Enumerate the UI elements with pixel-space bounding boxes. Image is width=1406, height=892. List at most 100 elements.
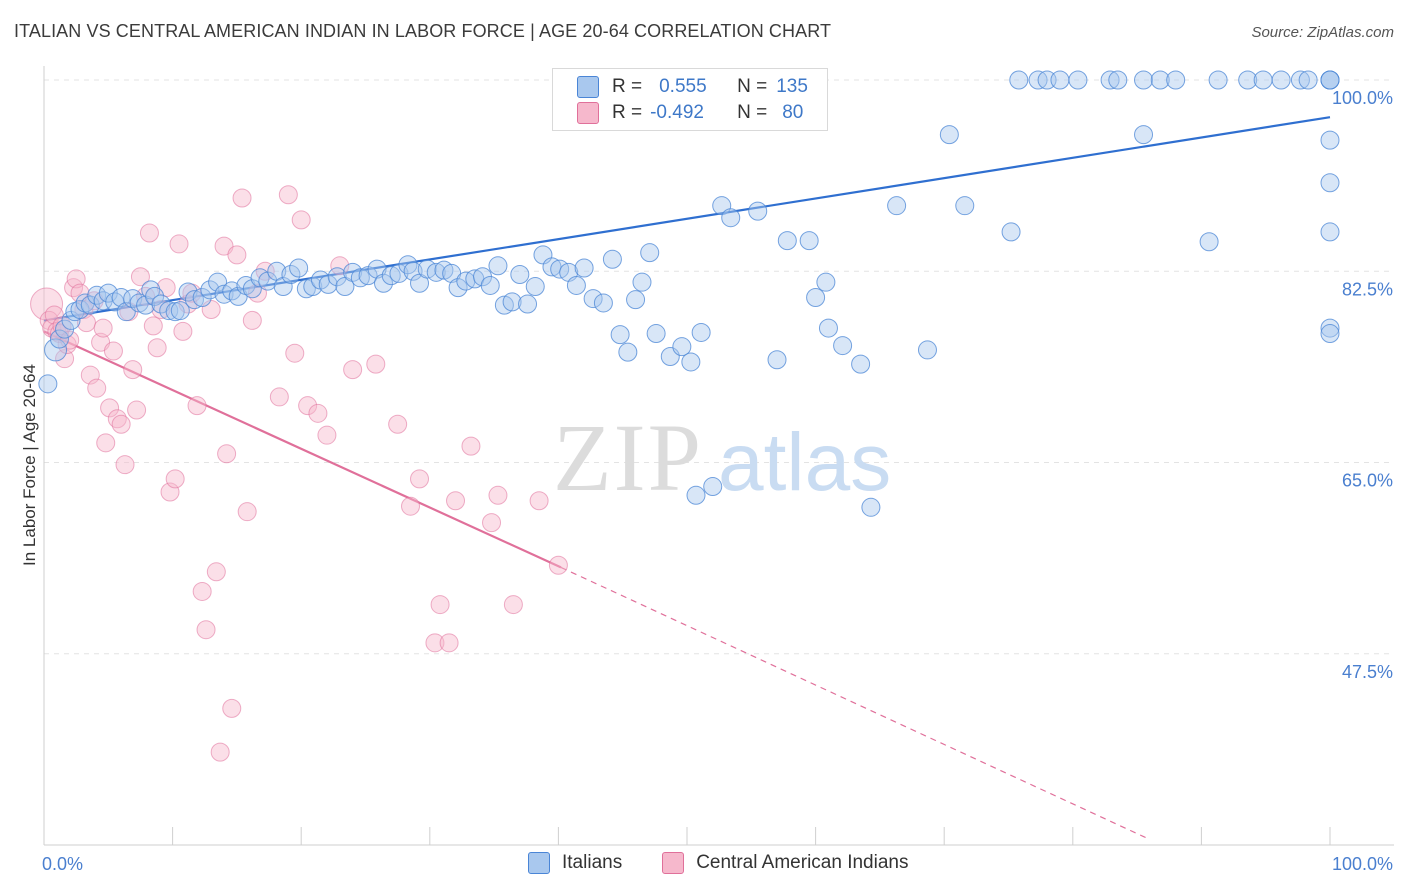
legend-swatch-blue [528,852,550,874]
series-italians [38,70,1340,517]
data-point-central-american-indians [439,633,459,653]
data-point-italians [178,282,198,302]
data-point-italians [602,249,622,269]
data-point-central-american-indians [317,425,337,445]
data-point-central-american-indians [123,360,143,380]
data-point-italians [1271,70,1291,90]
data-point-central-american-indians [187,396,207,416]
data-point-italians [721,208,741,228]
data-point-italians [80,295,100,315]
data-point-central-american-indians [192,581,212,601]
data-point-italians [250,268,270,288]
source-label: Source: ZipAtlas.com [1251,24,1394,41]
legend-r-label: R = [612,76,643,97]
data-point-italians [574,258,594,278]
data-point-italians [1320,324,1340,344]
y-tick-label: 82.5% [1342,279,1393,299]
data-point-italians [640,243,660,263]
data-point-italians [861,497,881,517]
data-point-central-american-indians [173,321,193,341]
data-point-central-american-indians [39,310,59,330]
data-point-italians [816,272,836,292]
data-point-central-american-indians [285,343,305,363]
watermark-zip: ZIP [553,404,703,511]
legend-label-italians: Italians [562,852,623,873]
data-point-central-american-indians [206,562,226,582]
data-point-italians [44,338,68,362]
data-point-central-american-indians [139,223,159,243]
data-point-italians [566,275,586,295]
data-point-italians [767,350,787,370]
data-point-central-american-indians [130,267,150,287]
data-point-italians [618,342,638,362]
data-point-central-american-indians [278,185,298,205]
data-point-italians [381,266,401,286]
data-point-italians [1253,70,1273,90]
series-central-american-indians [30,185,568,762]
watermark-atlas: atlas [718,417,891,508]
data-point-italians [350,268,370,288]
legend-swatch-pink [577,102,599,124]
data-point-central-american-indians [227,245,247,265]
data-point-italians [426,262,446,282]
data-point-italians [1108,70,1128,90]
data-point-italians [681,352,701,372]
data-point-italians [38,374,58,394]
legend-r-value: 0.555 [659,76,707,97]
data-point-italians [1009,70,1029,90]
data-point-italians [208,272,228,292]
data-point-italians [281,265,301,285]
axes [43,66,1394,846]
data-point-italians [494,295,514,315]
data-point-italians [242,279,262,299]
data-point-central-american-indians [461,436,481,456]
data-point-italians [510,265,530,285]
data-point-italians [686,485,706,505]
gridlines [44,79,1394,655]
data-point-italians [434,260,454,280]
data-point-italians [398,255,418,275]
data-point-central-american-indians [430,595,450,615]
data-point-italians [777,231,797,251]
data-point-italians [1208,70,1228,90]
chart-title: ITALIAN VS CENTRAL AMERICAN INDIAN IN LA… [14,21,832,41]
data-point-central-american-indians [298,396,318,416]
data-point-italians [1320,318,1340,338]
legend-swatch-blue [577,76,599,98]
data-point-italians [1320,173,1340,193]
data-point-italians [1238,70,1258,90]
data-point-central-american-indians [482,513,502,533]
data-point-central-american-indians [242,310,262,330]
data-point-italians [887,196,907,216]
data-point-italians [525,277,545,297]
legend-row-italians: R = 0.555 N = 135 [577,75,808,99]
legend-label-central-american-indians: Central American Indians [696,852,909,873]
data-point-italians [1150,70,1170,90]
data-point-central-american-indians [308,403,328,423]
data-point-italians [303,277,323,297]
data-point-italians [818,318,838,338]
data-point-italians [610,325,630,345]
data-point-italians [917,340,937,360]
data-point-italians [851,354,871,374]
y-tick-label: 100.0% [1332,88,1393,108]
data-point-central-american-indians [488,485,508,505]
data-point-central-american-indians [196,620,216,640]
data-point-central-american-indians [222,698,242,718]
legend-item-italians: Italians [528,852,622,874]
legend-item-central-american-indians: Central American Indians [662,852,908,874]
data-point-italians [70,300,90,319]
data-point-central-american-indians [217,444,237,464]
data-point-italians [955,196,975,216]
data-point-central-american-indians [232,188,252,208]
legend-n-label: N = [737,102,768,123]
data-point-central-american-indians [210,742,230,762]
data-point-central-american-indians [96,433,116,453]
data-point-central-american-indians [343,360,363,380]
trend-extension-central-american-indians [560,566,1151,841]
data-point-italians [646,324,666,344]
x-tick-label: 100.0% [1332,854,1393,874]
data-point-italians [480,275,500,295]
data-point-italians [374,273,394,293]
data-point-central-american-indians [111,414,131,434]
